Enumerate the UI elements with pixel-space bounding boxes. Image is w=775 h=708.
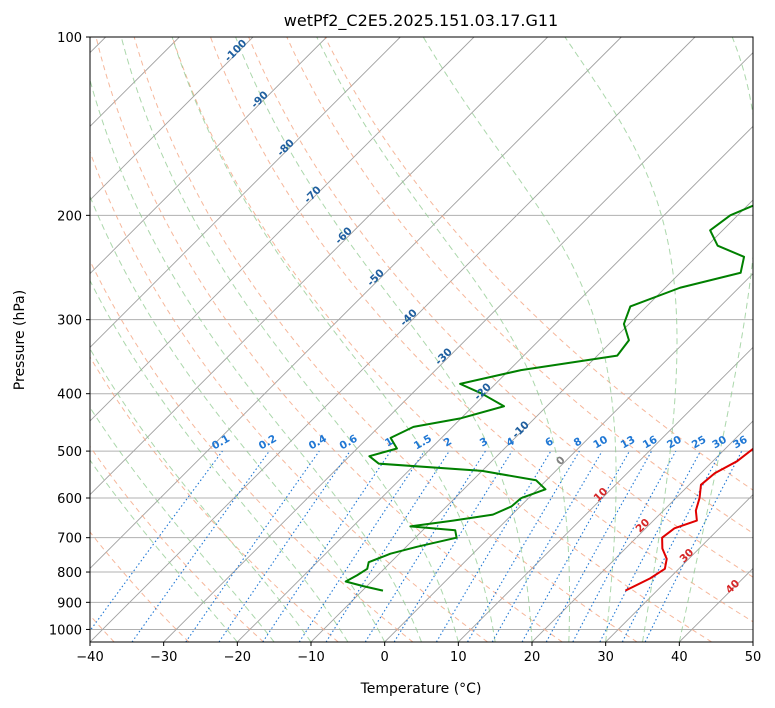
mixing-ratio-line-1 xyxy=(131,450,270,642)
profiles xyxy=(344,204,753,592)
y-tick-label: 900 xyxy=(57,596,82,611)
moist-adiabat-5 xyxy=(90,78,422,642)
y-tick-label: 300 xyxy=(57,314,82,329)
dry-adiabat-50 xyxy=(210,37,753,623)
y-tick-label: 700 xyxy=(57,532,82,547)
moist-adiabat-10 xyxy=(120,37,459,642)
dewpoint-line xyxy=(344,204,753,592)
x-tick-label: 30 xyxy=(597,650,614,665)
x-tick-label: −10 xyxy=(297,650,324,665)
dry-adiabat-70 xyxy=(286,37,753,534)
mixing-ratio-line-7 xyxy=(364,450,486,642)
moist-adiabat-40 xyxy=(678,37,753,642)
isotherm-20 xyxy=(531,420,753,642)
mixing-ratio-line-0 xyxy=(90,450,223,632)
x-tick-label: 10 xyxy=(450,650,467,665)
dry-adiabat--10 xyxy=(90,356,339,642)
moist-adiabat-0 xyxy=(90,195,386,642)
isotherm--10 xyxy=(310,199,753,642)
dry-adiabat-0 xyxy=(90,259,414,642)
isotherm--50 xyxy=(90,37,622,569)
y-tick-label: 1000 xyxy=(49,623,82,638)
mixing-ratio-line-8 xyxy=(393,450,513,642)
mixing-ratio-line-6 xyxy=(325,450,450,642)
background-lines xyxy=(90,37,753,642)
isotherm--20 xyxy=(237,125,753,642)
plot-frame xyxy=(89,36,754,643)
plot-background xyxy=(90,37,753,642)
isotherm--90 xyxy=(90,37,327,275)
moist-adiabat-20 xyxy=(235,37,533,642)
isotherm--80 xyxy=(90,37,401,348)
y-tick-label: 800 xyxy=(57,566,82,581)
x-axis: −40 −30 −20 −10 0 10 20 30 40 50 xyxy=(76,642,761,665)
isotherm-0 xyxy=(384,273,753,642)
moist-adiabat-30 xyxy=(422,37,617,642)
x-tick-label: 20 xyxy=(524,650,541,665)
x-tick-label: 40 xyxy=(671,650,688,665)
moist-adiabat-25 xyxy=(316,37,571,642)
mixing-ratio-line-10 xyxy=(467,450,580,642)
y-tick-label: 400 xyxy=(57,388,82,403)
moist-adiabat-15 xyxy=(171,37,496,642)
y-tick-label: 200 xyxy=(57,209,82,224)
mixing-ratio-line-9 xyxy=(435,450,552,642)
moist-adiabat--15 xyxy=(90,406,275,642)
dry-adiabat-20 xyxy=(95,37,563,642)
isotherm--30 xyxy=(163,52,753,642)
mixing-ratio-line-11 xyxy=(491,450,603,642)
y-tick-label: 500 xyxy=(57,445,82,460)
y-axis: 100 200 300 400 500 600 700 800 900 1000 xyxy=(49,31,90,638)
x-tick-label: −40 xyxy=(76,650,103,665)
x-tick-label: −20 xyxy=(224,650,251,665)
dry-adiabat--30 xyxy=(90,531,190,642)
mixing-ratio-line-12 xyxy=(521,450,630,642)
moist-adiabat-35 xyxy=(564,37,678,642)
mixing-ratio-line-3 xyxy=(218,450,351,642)
dry-adiabat-30 xyxy=(133,37,638,642)
y-tick-label: 100 xyxy=(57,31,82,46)
isotherm-10 xyxy=(458,346,753,642)
x-tick-label: 50 xyxy=(745,650,762,665)
x-tick-label: −30 xyxy=(150,650,177,665)
isotherm--100 xyxy=(90,37,254,201)
dry-adiabat-60 xyxy=(248,37,753,578)
isotherm--40 xyxy=(90,37,696,642)
isotherm--60 xyxy=(90,37,548,496)
isotherm-30 xyxy=(605,494,753,642)
x-tick-label: 0 xyxy=(381,650,389,665)
mixing-ratio-line-14 xyxy=(572,450,677,642)
y-axis-title: Pressure (hPa) xyxy=(12,290,28,390)
moist-adiabat--20 xyxy=(90,459,238,642)
moist-adiabat--10 xyxy=(90,347,312,642)
temperature-line xyxy=(624,447,753,592)
x-axis-title: Temperature (°C) xyxy=(360,681,482,697)
mixing-ratio-line-2 xyxy=(185,450,320,642)
dry-adiabat-80 xyxy=(324,37,753,491)
mixing-ratio-line-13 xyxy=(545,450,653,642)
y-tick-label: 600 xyxy=(57,492,82,507)
chart-title: wetPf2_C2E5.2025.151.03.17.G11 xyxy=(284,11,558,31)
isotherm--70 xyxy=(90,37,475,422)
